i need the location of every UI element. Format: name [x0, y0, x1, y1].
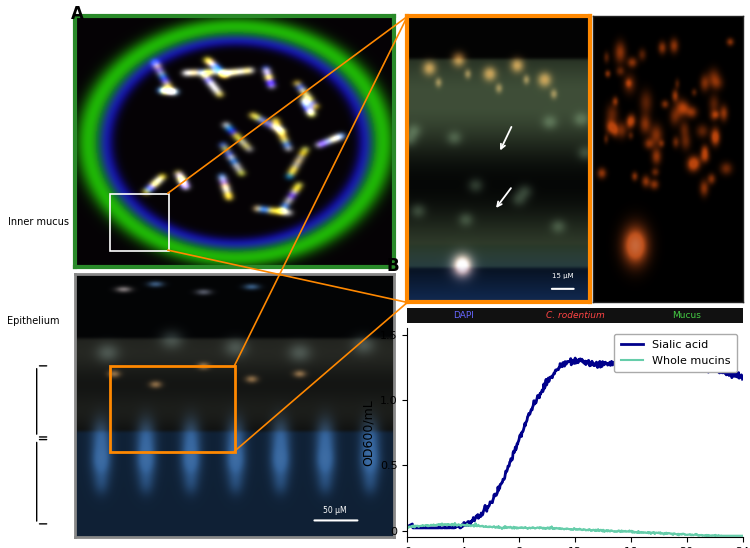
Line: Sialic acid: Sialic acid [407, 358, 742, 528]
Text: C. rodentium: C. rodentium [545, 311, 604, 319]
Sialic acid [463, 521, 472, 527]
Whole mucins [738, 533, 747, 539]
Text: 15 μM: 15 μM [552, 273, 574, 279]
Sialic acid [738, 376, 747, 383]
Sialic acid [409, 524, 418, 531]
Text: B: B [386, 257, 399, 275]
Text: Inner mucus: Inner mucus [8, 217, 68, 227]
Whole mucins [555, 525, 564, 532]
Bar [110, 366, 236, 452]
Y-axis label: OD600/mL: OD600/mL [362, 399, 374, 466]
Whole mucins [656, 529, 664, 535]
Sialic acid [490, 492, 499, 498]
Sialic acid [656, 357, 665, 363]
Sialic acid [628, 359, 637, 366]
Sialic acid [403, 523, 412, 530]
Legend: Sialic acid, Whole mucins: Sialic acid, Whole mucins [614, 334, 737, 373]
Text: DAPI: DAPI [453, 311, 473, 319]
Sialic acid [602, 360, 610, 367]
Whole mucins [698, 533, 706, 539]
Line: Whole mucins: Whole mucins [407, 523, 742, 536]
Text: A: A [71, 5, 84, 23]
Bar [110, 194, 169, 251]
Sialic acid [571, 355, 580, 361]
Whole mucins [627, 528, 636, 534]
Text: 50 μM: 50 μM [323, 506, 347, 515]
Whole mucins [463, 521, 472, 527]
Whole mucins [601, 528, 610, 534]
Text: Epithelium: Epithelium [8, 316, 60, 326]
Whole mucins [451, 520, 460, 526]
Sialic acid [555, 364, 564, 371]
Text: Mucus: Mucus [672, 311, 701, 319]
Whole mucins [490, 523, 499, 529]
Whole mucins [403, 524, 412, 531]
